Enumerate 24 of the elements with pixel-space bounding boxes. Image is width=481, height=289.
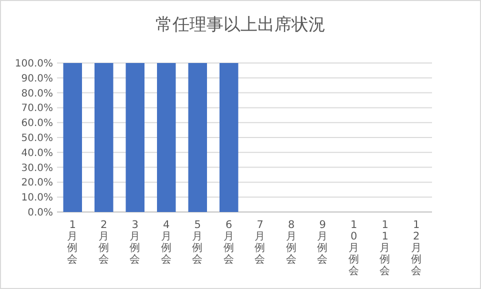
- chart-title: 常任理事以上出席状況: [156, 15, 326, 35]
- y-tick-label: 90.0%: [21, 73, 53, 84]
- x-tick-label: 11月例会: [380, 219, 391, 277]
- x-tick-label: 12月例会: [410, 219, 422, 277]
- x-tick-label: 3月例会: [130, 219, 141, 266]
- x-tick-label: 8月例会: [286, 219, 297, 266]
- x-tick-label: 6月例会: [223, 219, 234, 266]
- x-tick-label: 7月例会: [254, 219, 266, 266]
- x-tick-label: 9月例会: [317, 219, 328, 266]
- x-tick-label: 10月例会: [348, 219, 360, 277]
- x-tick-label: 2月例会: [98, 219, 110, 266]
- y-tick-label: 30.0%: [21, 162, 53, 174]
- y-tick-label: 10.0%: [21, 192, 53, 204]
- x-tick-label: 1月例会: [67, 219, 78, 266]
- y-tick-label: 80.0%: [21, 88, 53, 100]
- x-tick-label: 5月例会: [192, 219, 204, 266]
- y-tick-label: 50.0%: [21, 133, 53, 144]
- y-tick-label: 40.0%: [21, 148, 53, 159]
- y-tick-label: 20.0%: [21, 178, 53, 189]
- x-tick-label: 4月例会: [160, 219, 172, 266]
- y-tick-label: 0.0%: [28, 208, 53, 218]
- y-tick-label: 100.0%: [14, 58, 53, 70]
- y-tick-label: 70.0%: [21, 103, 53, 114]
- y-tick-label: 60.0%: [21, 118, 53, 130]
